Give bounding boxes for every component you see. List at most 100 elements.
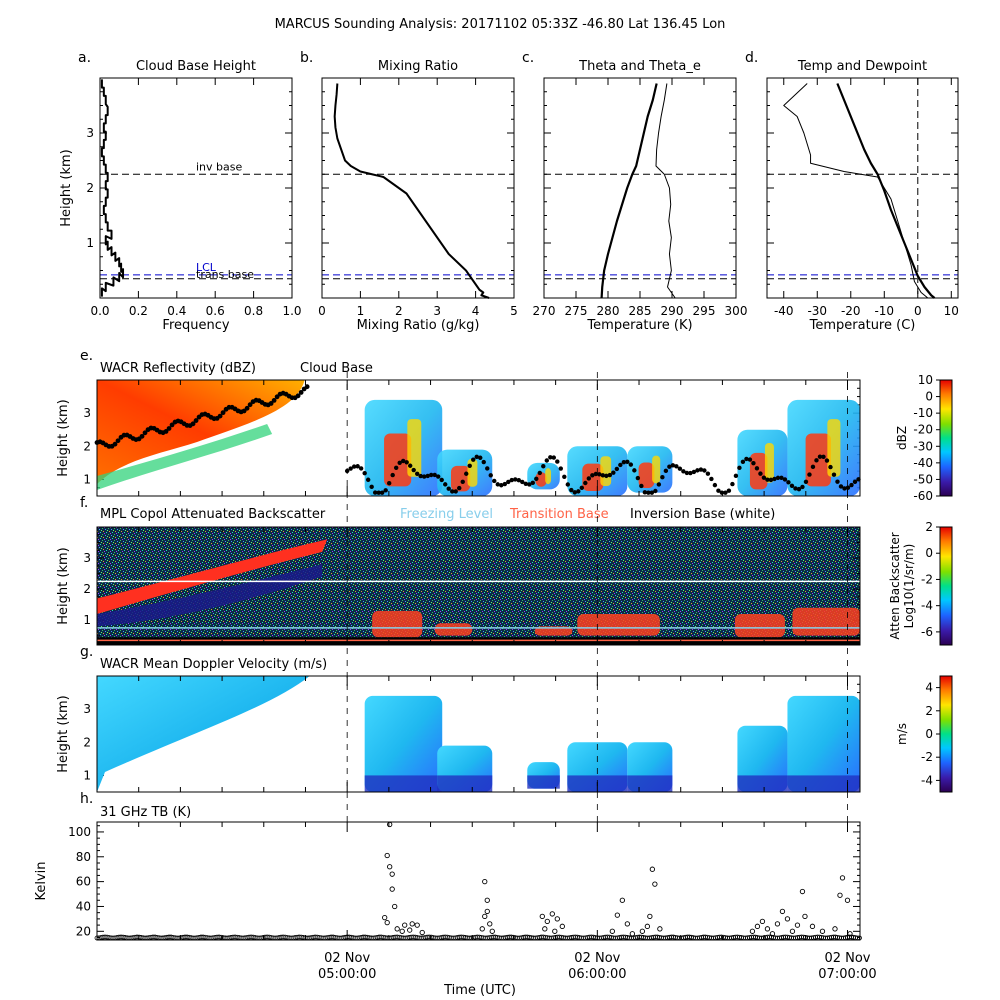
cloud-base-point <box>534 476 539 482</box>
cloud-base-point <box>453 489 458 494</box>
tb-point <box>647 913 653 920</box>
aerosol-layer <box>97 539 328 614</box>
cloud-base-point <box>527 482 532 487</box>
cloud-base-point <box>439 477 444 483</box>
cloud-base-point <box>684 470 690 476</box>
cloud-base-point <box>502 481 507 487</box>
cloud-base-point <box>597 472 602 477</box>
cloud-base-point <box>460 479 465 484</box>
cloud-base-point <box>576 489 581 494</box>
colorbar-tick-label: -4 <box>921 599 933 613</box>
x-tick-label: 10 <box>944 304 959 318</box>
panel-title: Temp and Dewpoint <box>797 59 927 74</box>
tb-point <box>799 888 806 895</box>
cloud-base-point <box>803 479 809 485</box>
cloud-base-point <box>495 482 500 487</box>
cloud-base-point <box>593 471 599 477</box>
tb-point <box>837 892 843 898</box>
tb-point <box>759 918 766 925</box>
tb-point <box>774 921 781 927</box>
x-tick-label: -40 <box>774 304 794 318</box>
plot-frame <box>99 77 293 299</box>
fall-streak <box>437 775 493 792</box>
cloud-base-point <box>562 474 567 479</box>
cloud-base-point <box>621 459 627 465</box>
tb-point <box>629 931 636 937</box>
cloud-base-point <box>365 477 371 482</box>
y-tick-label: 1 <box>86 236 94 250</box>
cloud-base-point <box>604 473 609 479</box>
tb-point <box>542 926 548 932</box>
x-axis-label: Frequency <box>162 318 229 333</box>
tb-point <box>649 866 656 872</box>
tb-point <box>402 922 408 928</box>
tb-point <box>399 928 405 934</box>
tb-point <box>484 897 490 903</box>
x-tick-label: 0.0 <box>90 304 109 318</box>
cloud-base-point <box>555 459 560 464</box>
cloud-base-point <box>548 455 553 460</box>
tb-point <box>559 923 565 929</box>
timeseries-panels: e. WACR Reflectivity (dBZ) Cloud Base 1 2 3 He… <box>34 348 953 982</box>
near-surface <box>97 637 860 645</box>
cloud-base-point <box>667 464 672 469</box>
cloud-base-point <box>817 454 823 459</box>
cloud-base-point <box>271 397 277 403</box>
y-tick-label: 100 <box>68 825 91 839</box>
colorbar-tick-label: 10 <box>918 373 933 387</box>
backscatter-field <box>97 527 860 645</box>
fall-streak <box>527 775 560 789</box>
cloud-base-point <box>393 465 399 470</box>
cloud-base-point <box>660 474 665 480</box>
y-tick-label: 60 <box>76 875 91 889</box>
cloud-base-point <box>418 473 423 479</box>
echo-core <box>535 472 547 487</box>
y-axis-label: Height (km) <box>56 547 71 624</box>
tb-point <box>809 923 816 929</box>
panel-title: Cloud Base Height <box>136 59 256 74</box>
x-tick-label: 0 <box>318 304 326 318</box>
cloud-base-point <box>758 471 763 476</box>
x-tick-label: -10 <box>874 304 894 318</box>
cloud-base-point <box>163 429 169 434</box>
y-axis-label: Kelvin <box>34 861 49 900</box>
tb-point <box>832 926 838 932</box>
cloud-base-point <box>467 463 472 468</box>
tb-point <box>552 928 558 934</box>
panel-title: Theta and Theta_e <box>578 59 701 74</box>
cloud-base-point <box>190 421 196 427</box>
x-tick-label: 0.2 <box>129 304 148 318</box>
x-tick-label-date: 02 Nov <box>324 951 370 966</box>
tb-point <box>384 919 390 926</box>
legend-item: Freezing Level <box>400 507 493 522</box>
cloud-base-point <box>768 477 774 483</box>
cloud-base-point <box>513 477 518 482</box>
cloud-base-point <box>443 482 448 487</box>
cloud-base-point <box>295 393 301 399</box>
tb-point <box>619 897 625 903</box>
cloud-base-point <box>737 465 742 471</box>
echo-core-2 <box>827 419 841 477</box>
echo-core-2 <box>467 458 478 487</box>
tb-point <box>544 918 550 925</box>
legend-item: Inversion Base (white) <box>630 507 775 522</box>
echo-core-2 <box>545 468 552 485</box>
x-tick-label: 1 <box>357 304 365 318</box>
series-line <box>600 83 658 299</box>
panel-e: e. WACR Reflectivity (dBZ) Cloud Base 1 2 3 He… <box>56 348 953 503</box>
panel-f: f. MPL Copol Attenuated Backscatter Freezi… <box>56 495 953 646</box>
cloud-base-point <box>590 473 595 478</box>
cloud-base-point <box>635 475 641 481</box>
cloud-base-point <box>506 479 511 485</box>
tb-point <box>409 921 415 927</box>
tb-point <box>554 916 560 922</box>
cloud-base-point <box>681 469 686 474</box>
panel-a: a. Cloud Base Height Frequency 0.0 0.2 0.4 0.6… <box>59 50 302 333</box>
x-axis-label: Temperature (C) <box>809 318 916 333</box>
cloud-base-point <box>142 430 148 436</box>
tb-point <box>789 928 796 934</box>
cloud-base-point <box>688 470 693 476</box>
cloud-base-point <box>786 480 791 485</box>
plot-frame <box>321 77 515 299</box>
colorbar-tick-label: -50 <box>913 472 933 486</box>
